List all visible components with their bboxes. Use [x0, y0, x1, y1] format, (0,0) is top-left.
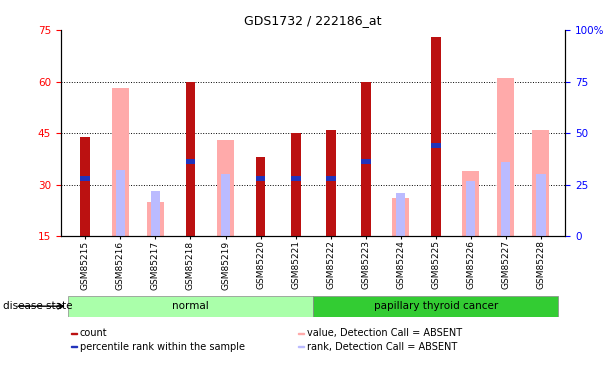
Bar	[185, 82, 195, 236]
Text: disease state: disease state	[3, 301, 72, 311]
Text: value, Detection Call = ABSENT: value, Detection Call = ABSENT	[307, 328, 462, 338]
Bar	[361, 159, 371, 165]
Bar	[116, 170, 125, 236]
Bar	[291, 133, 300, 236]
Bar	[313, 296, 558, 317]
Bar	[533, 130, 550, 236]
Bar	[80, 136, 90, 236]
Bar	[185, 159, 195, 165]
Bar	[71, 333, 77, 334]
Bar	[431, 37, 441, 236]
Bar	[298, 333, 305, 334]
Bar	[392, 198, 409, 236]
Bar	[151, 191, 160, 236]
Text: rank, Detection Call = ABSENT: rank, Detection Call = ABSENT	[307, 342, 457, 352]
Text: percentile rank within the sample: percentile rank within the sample	[80, 342, 245, 352]
Bar	[221, 174, 230, 236]
Bar	[497, 78, 514, 236]
Text: papillary thyroid cancer: papillary thyroid cancer	[374, 301, 498, 311]
Bar	[217, 140, 234, 236]
Bar	[536, 174, 545, 236]
Bar	[147, 202, 164, 236]
Bar	[255, 176, 266, 181]
Bar	[255, 157, 266, 236]
Bar	[112, 88, 129, 236]
Bar	[361, 82, 371, 236]
Bar	[431, 143, 441, 148]
Bar	[326, 130, 336, 236]
Bar	[501, 162, 511, 236]
Text: normal: normal	[172, 301, 209, 311]
Bar	[298, 346, 305, 347]
Bar	[396, 193, 406, 236]
Bar	[68, 296, 313, 317]
Bar	[291, 176, 300, 181]
Bar	[462, 171, 479, 236]
Title: GDS1732 / 222186_at: GDS1732 / 222186_at	[244, 15, 382, 27]
Bar	[326, 176, 336, 181]
Text: count: count	[80, 328, 108, 338]
Bar	[71, 346, 77, 347]
Bar	[466, 181, 475, 236]
Bar	[80, 176, 90, 181]
